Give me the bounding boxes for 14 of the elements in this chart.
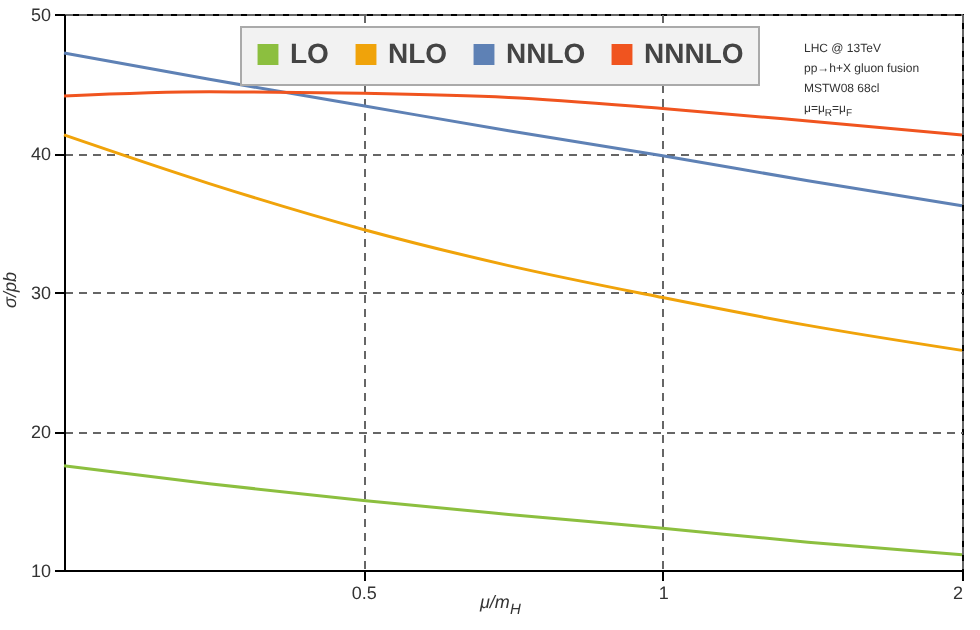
legend-label: LO — [290, 36, 330, 69]
y-tick-label: 20 — [30, 422, 51, 442]
x-tick-label: 1 — [658, 583, 669, 603]
legend-label: NNNLO — [644, 36, 744, 69]
y-tick-label: 50 — [30, 5, 51, 25]
x-tick-label: 0.5 — [351, 583, 377, 603]
x-tick-label: 2 — [952, 583, 963, 603]
legend-label: NNLO — [506, 36, 586, 69]
y-tick-label: 10 — [30, 561, 51, 581]
legend-label: NLO — [388, 36, 448, 69]
y-tick-label: 30 — [30, 283, 51, 303]
y-tick-label: 40 — [30, 144, 51, 164]
x-axis-title: μ/m$_{H}$ — [480, 592, 521, 618]
y-axis-title: σ/pb — [0, 272, 20, 308]
